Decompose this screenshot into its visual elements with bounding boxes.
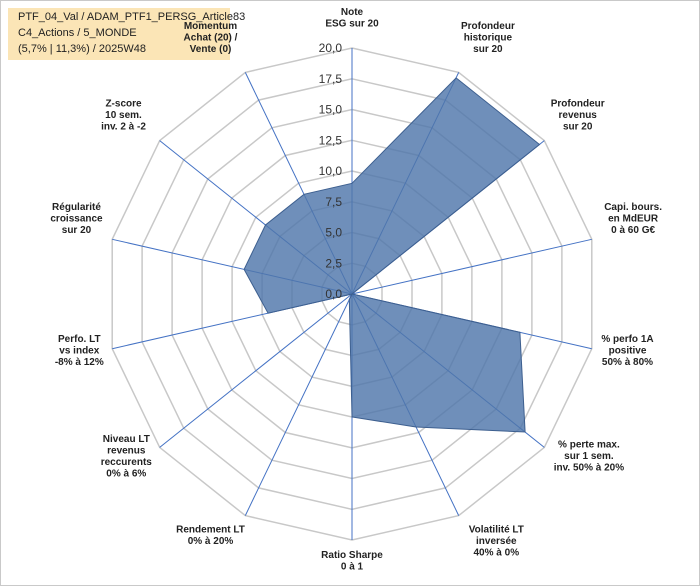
axis-label-line: sur 20 bbox=[473, 44, 503, 55]
axis-label-line: Ratio Sharpe bbox=[321, 550, 383, 561]
axis-label-line: Volatilité LT bbox=[469, 524, 524, 535]
tick-label: 0,0 bbox=[325, 287, 342, 301]
axis-label-line: % perte max. bbox=[558, 440, 620, 451]
axis-label: Momentum Achat (20) / Vente (0) bbox=[184, 21, 238, 55]
axis-label-line: croissance bbox=[50, 214, 103, 225]
axis-label-line: sur 20 bbox=[563, 122, 593, 133]
axis-label-line: historique bbox=[464, 33, 513, 44]
axis-label-line: 0 à 60 G€ bbox=[611, 225, 655, 236]
axis-label-line: Régularité bbox=[52, 202, 101, 213]
axis-label-line: Profondeur bbox=[461, 21, 515, 32]
axis-label: Niveau LT revenus reccurents 0% à 6% bbox=[101, 434, 153, 480]
axis-label-line: 10 sem. bbox=[105, 110, 142, 121]
tick-label: 20,0 bbox=[319, 41, 343, 55]
axis-label: Régularité croissance sur 20 bbox=[50, 202, 103, 236]
axis-label-line: inv. 2 à -2 bbox=[101, 122, 146, 133]
axis-label-line: -8% à 12% bbox=[55, 357, 104, 368]
axis-label-line: Perfo. LT bbox=[58, 334, 101, 345]
axis-label: % perte max. sur 1 sem. inv. 50% à 20% bbox=[554, 440, 625, 474]
axis-label: % perfo 1A positive 50% à 80% bbox=[601, 334, 653, 368]
axis-spoke bbox=[244, 293, 353, 516]
axis-label-line: Momentum bbox=[184, 21, 237, 32]
axis-label: Z-score 10 sem. inv. 2 à -2 bbox=[101, 99, 146, 133]
axis-label-line: positive bbox=[609, 346, 647, 357]
axis-label-line: 0% à 20% bbox=[188, 536, 234, 547]
axis-label-line: Note bbox=[341, 7, 364, 18]
axis-label-line: inversée bbox=[476, 536, 517, 547]
axis-label-line: 40% à 0% bbox=[474, 547, 520, 558]
tick-label: 15,0 bbox=[319, 103, 343, 117]
axis-label: Profondeur revenus sur 20 bbox=[551, 99, 605, 133]
axis-label-line: Capi. bours. bbox=[604, 202, 662, 213]
tick-label: 7,5 bbox=[325, 195, 342, 209]
axis-label: Capi. bours. en MdEUR 0 à 60 G€ bbox=[604, 202, 662, 236]
axis-label-line: sur 1 sem. bbox=[564, 451, 614, 462]
axis-label-line: 50% à 80% bbox=[602, 357, 653, 368]
axis-label-line: Rendement LT bbox=[176, 524, 245, 535]
axis-label-line: vs index bbox=[59, 346, 99, 357]
tick-label: 17,5 bbox=[319, 72, 343, 86]
axis-label-line: revenus bbox=[559, 110, 598, 121]
axis-label-line: Niveau LT bbox=[103, 434, 150, 445]
axis-label-line: Profondeur bbox=[551, 99, 605, 110]
radar-series bbox=[243, 77, 541, 433]
axis-spoke bbox=[159, 293, 353, 448]
header-line-3: (5,7% | 11,3%) / 2025W48 bbox=[18, 43, 146, 55]
series-area bbox=[243, 77, 541, 433]
axis-label-line: % perfo 1A bbox=[601, 334, 653, 345]
axis-label-line: Z-score bbox=[105, 99, 142, 110]
axis-label-line: Vente (0) bbox=[190, 44, 232, 55]
axis-label-line: Achat (20) / bbox=[184, 33, 238, 44]
tick-label: 12,5 bbox=[319, 133, 343, 147]
radar-tick-labels: 0,0 2,5 5,0 7,5 10,0 12,5 15,0 17,5 20,0 bbox=[319, 41, 343, 301]
axis-label: Perfo. LT vs index -8% à 12% bbox=[55, 334, 104, 368]
axis-label: Profondeur historique sur 20 bbox=[461, 21, 515, 55]
axis-label-line: 0 à 1 bbox=[341, 562, 364, 573]
axis-label: Note ESG sur 20 bbox=[325, 7, 379, 30]
axis-label-line: revenus bbox=[107, 445, 146, 456]
axis-label: Rendement LT 0% à 20% bbox=[176, 524, 245, 547]
axis-label-line: inv. 50% à 20% bbox=[554, 463, 625, 474]
axis-label-line: ESG sur 20 bbox=[325, 19, 379, 30]
header-line-1: PTF_04_Val / ADAM_PTF1_PERSG_Article83 bbox=[18, 11, 246, 23]
axis-label-line: en MdEUR bbox=[608, 214, 659, 225]
axis-label: Volatilité LT inversée 40% à 0% bbox=[469, 524, 524, 558]
axis-spoke bbox=[351, 238, 592, 295]
chart-header: PTF_04_Val / ADAM_PTF1_PERSG_Article83 C… bbox=[8, 8, 245, 60]
tick-label: 2,5 bbox=[325, 256, 342, 270]
header-line-2: C4_Actions / 5_MONDE bbox=[18, 27, 137, 39]
axis-label: Ratio Sharpe 0 à 1 bbox=[321, 550, 383, 573]
axis-label-line: 0% à 6% bbox=[106, 468, 146, 479]
axis-label-line: sur 20 bbox=[62, 225, 92, 236]
axis-label-line: reccurents bbox=[101, 457, 153, 468]
radar-axis-labels: Note ESG sur 20 Profondeur historique sur 20… bbox=[50, 7, 662, 573]
tick-label: 5,0 bbox=[325, 226, 342, 240]
tick-label: 10,0 bbox=[319, 164, 343, 178]
